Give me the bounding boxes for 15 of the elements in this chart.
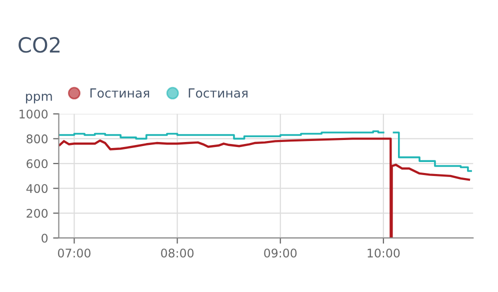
y-axis-title: ppm (26, 94, 52, 104)
y-tick-label: 1000 (20, 110, 48, 119)
y-tick-label: 200 (26, 208, 48, 218)
y-tick-label: 400 (26, 184, 48, 193)
x-tick-label: 08:00 (161, 248, 194, 258)
y-tick-label: 0 (42, 234, 48, 243)
x-tick-label: 10:00 (368, 248, 400, 258)
x-tick-label: 09:00 (264, 248, 297, 258)
legend-label: Гостиная (188, 88, 248, 98)
y-tick-label: 600 (26, 159, 48, 168)
y-tick-label: 800 (26, 134, 48, 144)
x-tick-label: 07:00 (58, 248, 90, 258)
line-series (58, 138, 470, 238)
chart-title: CO2 (18, 37, 60, 53)
legend-label: Гостиная (90, 88, 150, 98)
